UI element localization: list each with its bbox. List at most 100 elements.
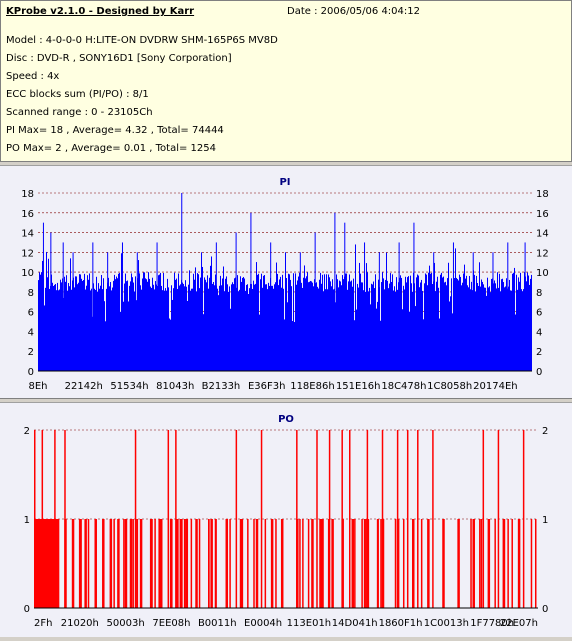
x-tick-label: E36F3h [248,381,286,392]
pi-bar [359,262,360,371]
pi-bar [279,279,280,371]
pi-bar [375,274,376,371]
pi-bar [358,287,359,371]
pi-bar [276,262,277,371]
y-tick-label: 0 [24,604,30,615]
y-tick-label-right: 0 [542,604,548,615]
pi-bar [219,285,220,371]
chart-title: PO [278,414,294,425]
pi-bar [405,276,406,371]
pi-bar [180,284,181,371]
pi-spike [334,212,336,371]
po-bar [136,519,138,608]
pi-bar [243,276,244,371]
pi-bar [187,301,188,371]
pi-bar [118,273,119,371]
po-bar [253,519,255,608]
pi-bar [363,290,364,371]
pi-bar [65,281,66,371]
pi-bar [244,278,245,371]
pi-bar [52,282,53,371]
pi-bar [511,290,512,371]
pi-bar [99,288,100,371]
pi-bar [360,273,361,371]
pi-bar [421,279,422,371]
y-tick-label: 8 [28,288,34,299]
pi-bar [102,289,103,371]
x-tick-label: 1C8058h [427,381,472,392]
pi-bar [513,272,514,371]
pi-bar [229,286,230,371]
pi-bar [255,283,256,371]
pi-bar [108,277,109,371]
pi-bar [59,289,60,371]
pi-bar [493,283,494,371]
pi-bar [141,289,142,371]
pi-bar [418,275,419,371]
pi-bar [504,287,505,371]
pi-bar [370,304,371,371]
pi-chart-panel: PI 0 0 2 2 4 4 6 6 8 8 10 10 12 12 14 14 16 16 18 18 8Eh 22142… [0,165,572,399]
pi-bar [240,276,241,371]
pi-spike [121,242,123,371]
po-bar [470,519,472,608]
po-chart-panel: PO 0 0 1 1 2 2 2Fh 21020h 50003h 7EE08h B0011h E0004… [0,402,572,637]
pi-bar [384,289,385,371]
po-bar [139,519,143,608]
pi-bar [184,286,185,371]
x-tick-label: 22142h [65,381,103,392]
pi-bar [349,274,350,371]
po-bar [530,519,533,608]
pi-bar [252,288,253,371]
y-tick-label: 18 [21,189,34,200]
ecc-line: ECC blocks sum (PI/PO) : 8/1 [6,89,149,100]
po-bar [502,519,506,608]
po-bar [307,519,310,608]
y-tick-label: 10 [21,268,34,279]
pi-bar [134,291,135,371]
speed-line: Speed : 4x [6,71,60,82]
pi-bar [164,290,165,371]
po-bar [327,519,330,608]
pi-bar [85,289,86,371]
pi-bar [265,284,266,371]
po-bar [351,519,355,608]
pi-bar [198,274,199,371]
pi-bar [171,285,172,371]
pi-bar [429,265,430,371]
x-tick-label: 20174Eh [473,381,517,392]
pi-bar [241,281,242,371]
pi-bar [38,280,39,371]
po-bar-max [406,430,409,608]
pi-bar [330,281,331,371]
pi-bar [207,275,208,371]
pi-bar [248,294,249,371]
pi-bar [355,244,356,371]
pi-bar [261,273,262,371]
pi-bar [210,265,211,371]
pi-bar [494,280,495,371]
pi-bar [166,290,167,371]
pi-bar [54,284,55,371]
po-bar [149,519,153,608]
pi-bar [411,283,412,371]
pi-bar [338,287,339,371]
pi-bar [129,285,130,371]
po-bar [377,519,379,608]
x-tick-label: 21020h [61,618,99,629]
pi-bar [262,287,263,371]
pi-bar [183,283,184,371]
pi-bar [434,262,435,371]
pi-bar [272,285,273,371]
pi-bar [415,306,416,371]
pi-bar [249,288,250,371]
x-tick-label: 51534h [110,381,148,392]
po-bar [132,519,134,608]
pi-bar [68,283,69,371]
pi-bar [508,286,509,371]
pi-bar [179,285,180,371]
po-bar [158,519,161,608]
pi-bar [292,321,293,371]
pi-bar [131,273,132,371]
pi-bar [53,285,54,371]
